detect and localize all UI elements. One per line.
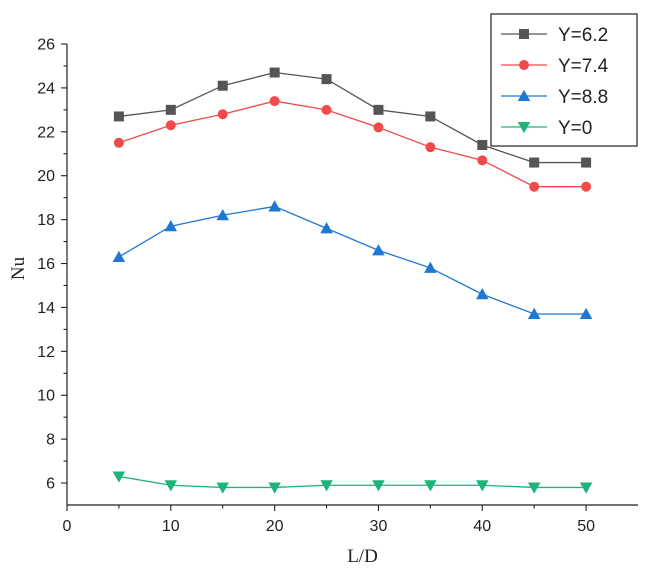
data-point-y-7-4-x15 [217, 109, 228, 120]
data-point-y-8-8-x5 [112, 250, 126, 262]
legend-label-y-7-4: Y=7.4 [558, 56, 609, 77]
y-tick-label: 14 [37, 300, 55, 317]
data-point-y-8-8-x25 [320, 222, 333, 234]
legend-marker-y-0 [517, 122, 531, 134]
data-point-y-7-4-x5 [113, 137, 124, 148]
data-point-y-8-8-x50 [579, 307, 593, 320]
legend-marker-y-7-4 [519, 60, 529, 70]
x-tick-label: 10 [162, 518, 180, 535]
y-tick-label: 20 [37, 168, 55, 185]
data-point-y-7-4-x10 [165, 120, 176, 131]
data-point-y-0-x20 [268, 482, 281, 494]
data-point-y-8-8-x40 [476, 288, 489, 300]
data-point-y-6-2-x25 [321, 74, 332, 85]
data-point-y-6-2-x10 [165, 104, 176, 115]
data-point-y-7-4-x45 [529, 181, 540, 192]
y-tick-label: 22 [37, 124, 55, 141]
data-point-y-6-2-x15 [217, 80, 228, 91]
legend-label-y-8-8: Y=8.8 [558, 87, 608, 108]
data-point-y-6-2-x50 [581, 157, 592, 168]
legend-label-y-6-2: Y=6.2 [558, 25, 608, 46]
series-lines [118, 71, 587, 489]
data-point-y-6-2-x5 [113, 111, 124, 122]
data-point-y-6-2-x40 [477, 139, 488, 150]
x-tick-label: 50 [577, 518, 595, 535]
data-point-y-7-4-x30 [373, 122, 384, 133]
data-point-y-6-2-x20 [269, 67, 280, 78]
data-point-y-8-8-x30 [372, 244, 385, 256]
x-tick-label: 0 [63, 518, 72, 535]
data-point-y-6-2-x45 [529, 157, 540, 168]
legend-label-y-0: Y=0 [558, 118, 592, 139]
y-tick-label: 6 [46, 476, 55, 493]
y-tick-label: 16 [37, 256, 55, 273]
axes: 0 10 20 30 40 50 6 8 10 12 14 16 18 20 22 24 26 [37, 37, 638, 535]
data-point-y-0-x5 [112, 471, 126, 483]
data-point-y-0-x30 [372, 480, 385, 492]
data-point-y-8-8-x20 [268, 200, 281, 212]
x-tick-label: 20 [266, 518, 284, 535]
series-markers [112, 67, 593, 494]
y-tick-label: 26 [37, 37, 55, 54]
data-point-y-7-4-x40 [477, 155, 488, 166]
data-point-y-0-x15 [216, 482, 229, 494]
data-point-y-8-8-x10 [164, 219, 178, 232]
data-point-y-7-4-x50 [581, 181, 592, 192]
y-tick-label: 18 [37, 212, 55, 229]
legend-box [490, 13, 638, 147]
x-tick-label: 40 [473, 518, 491, 535]
data-point-y-6-2-x35 [425, 111, 436, 122]
data-point-y-0-x45 [527, 482, 541, 494]
y-tick-label: 8 [46, 432, 55, 449]
legend: Y=6.2 Y=7.4 Y=8.8 Y=0 [490, 13, 638, 147]
x-tick-label: 30 [370, 518, 388, 535]
data-point-y-8-8-x15 [216, 208, 229, 221]
data-point-y-0-x25 [320, 480, 333, 492]
series-line-y-7-4 [118, 100, 587, 188]
data-point-y-6-2-x30 [373, 104, 384, 115]
y-axis-title: Nu [8, 256, 29, 280]
data-point-y-7-4-x20 [269, 96, 280, 107]
y-tick-label: 24 [37, 80, 55, 97]
data-point-y-8-8-x45 [527, 307, 541, 320]
data-point-y-7-4-x25 [321, 104, 332, 115]
series-line-y-0 [118, 475, 587, 489]
legend-marker-y-6-2 [519, 29, 529, 39]
data-point-y-0-x10 [164, 480, 178, 492]
series-line-y-8-8 [118, 205, 587, 315]
x-axis-title: L/D [347, 546, 378, 567]
data-point-y-0-x35 [424, 480, 437, 492]
legend-marker-y-8-8 [517, 89, 531, 101]
y-tick-label: 10 [37, 388, 55, 405]
series-line-y-6-2 [118, 71, 587, 164]
data-point-y-8-8-x35 [424, 261, 437, 273]
data-point-y-0-x40 [476, 480, 489, 492]
y-tick-label: 12 [37, 344, 55, 361]
data-point-y-0-x50 [579, 482, 593, 494]
data-point-y-7-4-x35 [425, 142, 436, 153]
